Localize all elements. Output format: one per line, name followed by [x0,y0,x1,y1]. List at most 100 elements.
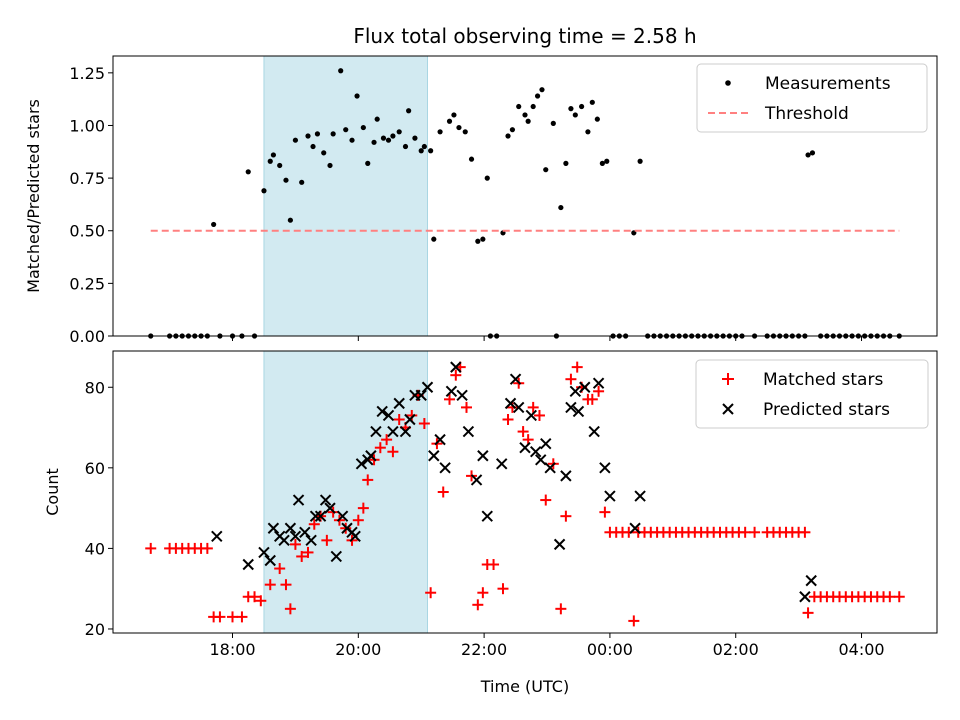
measurement-point [390,133,396,139]
top-shaded-span [263,55,429,337]
measurement-point [543,167,549,173]
matched-star-point [599,506,611,518]
bottom-legend-box [695,359,929,429]
matched-star-point [488,559,500,571]
measurement-point [371,139,377,145]
bottom-shaded-span [263,350,429,634]
measurement-point [349,137,355,143]
predicted-star-point [525,409,537,422]
measurement-point [261,188,267,194]
predicted-star-point [470,474,483,486]
x-tick-label: 00:00 [587,640,633,659]
predicted-star-point [588,425,600,438]
predicted-star-point [292,494,305,506]
matched-star-point [255,595,267,607]
measurement-point [522,112,528,118]
measurement-point [505,133,511,139]
measurement-point [421,143,427,150]
measurement-point [809,150,816,156]
x-tick-label: 04:00 [838,640,884,659]
measurement-point [568,106,574,112]
matched-star-point [540,494,552,506]
measurement-point [428,148,434,154]
matched-star-point [444,393,456,405]
chart-title: Flux total observing time = 2.58 h [353,24,696,48]
predicted-star-point [477,450,489,462]
measurement-point [283,177,289,183]
bottom-axes-frame [112,350,938,634]
measurement-point [267,158,273,164]
measurement-point [338,68,344,74]
matched-star-point [437,486,449,498]
bottom-y-axis-label: Count [43,468,62,516]
measurement-point [550,120,556,126]
predicted-star-point [450,361,462,373]
predicted-star-point [421,381,434,393]
x-tick-label: 20:00 [335,640,381,659]
measurement-point [310,143,316,150]
measurement-point [509,127,516,133]
predicted-star-point [629,522,641,534]
y-tick-label: 0.00 [69,327,105,346]
predicted-star-point [267,522,280,534]
y-tick-label: 0.75 [69,169,105,188]
top-y-axis-label: Matched/Predicted stars [24,99,43,293]
matched-star-point [352,514,364,526]
predicted-star-point [264,554,276,567]
measurement-point [406,108,412,114]
measurement-point [330,131,336,137]
matched-star-point [357,502,369,514]
measurement-point [456,124,462,131]
matched-star-point [214,611,226,623]
matched-star-point [799,526,811,538]
matched-star-point [802,607,814,619]
y-tick-label: 0.25 [69,274,105,293]
y-tick-label: 80 [85,378,105,397]
measurement-point [245,169,251,175]
measurement-point [516,103,522,110]
matched-star-point [284,603,296,615]
y-tick-label: 60 [85,459,105,478]
matched-star-point [450,369,462,381]
y-tick-label: 1.00 [69,116,105,135]
predicted-star-point [404,413,416,426]
predicted-star-point [242,558,254,571]
predicted-star-point [553,538,566,551]
predicted-star-point [376,405,388,418]
measurement-point [451,112,457,118]
predicted-star-point [799,591,811,603]
matched-star-point [497,583,509,595]
measurement-point [343,127,349,133]
measurement-point [360,124,366,131]
predicted-star-point [805,574,817,587]
predicted-star-point [496,458,508,470]
matched-star-point [308,518,320,530]
measurement-point [637,158,643,164]
measurement-point [412,135,418,141]
y-tick-label: 0.50 [69,222,105,241]
legend-predicted-marker [722,403,734,415]
measurement-point [292,137,299,143]
predicted-star-point [278,534,290,547]
bottom-data-marks [145,361,905,627]
measurement-point [480,236,486,242]
legend-measurements-marker [725,80,731,86]
matched-star-point [593,385,605,397]
matched-star-point [472,599,484,611]
matched-star-point [321,534,333,546]
measurement-point [579,103,585,110]
predicted-star-point [540,437,552,450]
measurement-point [287,217,293,223]
bottom-y-ticks: 20 40 60 80 [85,378,113,639]
measurement-point [585,129,591,135]
measurement-point [327,162,333,169]
matched-star-point [560,510,572,522]
measurement-point [418,148,424,154]
matched-star-point [249,591,261,603]
matched-star-point [739,526,751,538]
legend-measurements-label: Measurements [765,74,891,94]
predicted-star-point [393,397,405,410]
measurement-point [365,160,371,166]
measurement-point [484,175,490,181]
measurement-point [277,162,283,169]
